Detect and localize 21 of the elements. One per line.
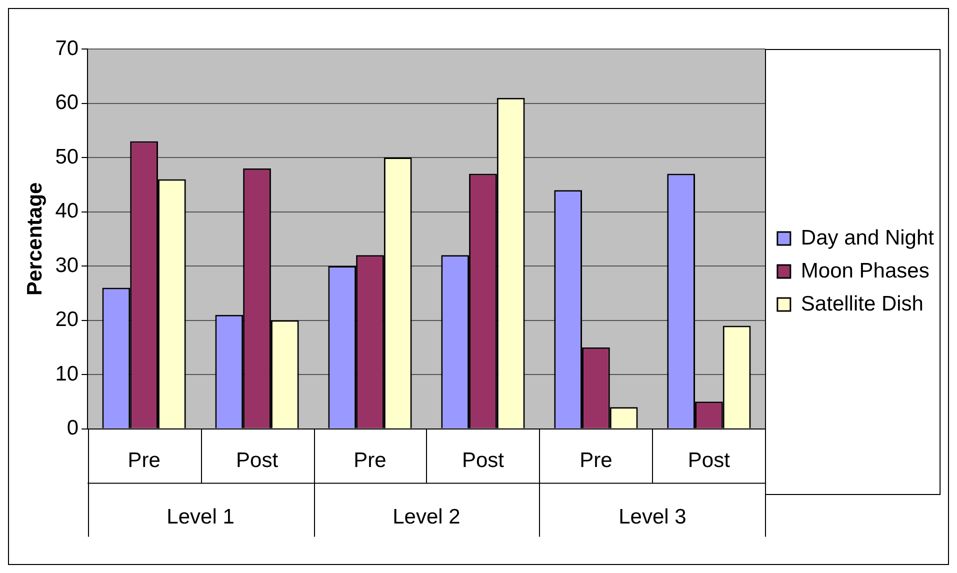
text: Level 2 bbox=[392, 506, 460, 529]
y-tick-label: 40 bbox=[55, 200, 79, 223]
x-tick-label: Pre bbox=[128, 449, 160, 472]
legend-label: Satellite Dish bbox=[800, 292, 924, 316]
y-tick-label: 70 bbox=[55, 36, 79, 60]
x-tick-label: Post bbox=[462, 449, 504, 472]
y-tick-label: 0 bbox=[66, 416, 79, 440]
y-tick-label: 60 bbox=[55, 91, 79, 114]
legend-label: Moon Phases bbox=[800, 259, 930, 282]
x-tick-label: Pre bbox=[580, 449, 612, 472]
text: Level 3 bbox=[618, 506, 686, 529]
legend-label: Day and Night bbox=[800, 226, 934, 250]
x-tick-label: Post bbox=[236, 449, 278, 472]
x-tick-label: Pre bbox=[354, 449, 386, 472]
y-tick-label: 10 bbox=[55, 362, 79, 386]
text: Level 1 bbox=[166, 506, 234, 529]
y-tick-label: 30 bbox=[55, 254, 79, 277]
y-axis-title: Percentage bbox=[23, 182, 46, 296]
y-tick-label: 50 bbox=[55, 145, 79, 168]
y-tick-label: 20 bbox=[55, 308, 79, 332]
x-tick-label: Post bbox=[688, 449, 730, 472]
